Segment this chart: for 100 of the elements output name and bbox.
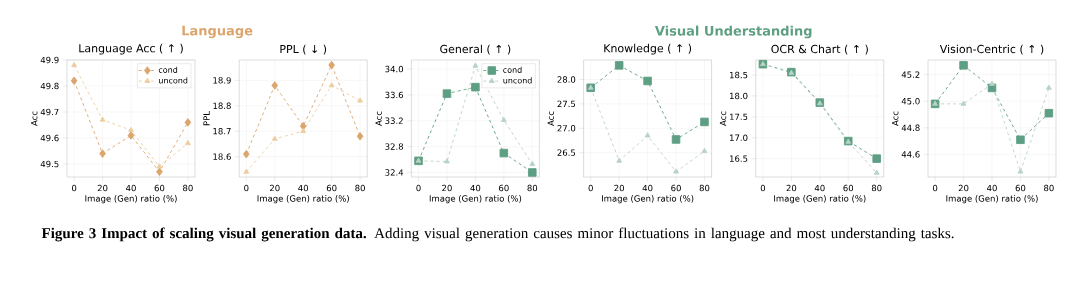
point [99,116,106,122]
point [243,149,250,159]
legend-label: cond [503,66,522,73]
point [471,82,480,92]
point [1044,108,1054,118]
point [499,148,509,158]
y-tick-label: 18.7 [213,128,231,135]
point [156,167,163,177]
chart-title: General ( ↑ ) [440,44,511,55]
point [71,61,77,68]
point [185,139,191,146]
y-tick-label: 18.8 [213,102,231,110]
x-tick-label: 20 [442,184,452,192]
x-tick-label: 0 [932,184,938,192]
chart-title: PPL ( ↓ ) [280,44,327,55]
text: Figure 3 Impact of scaling visual generation data. Adding visual generation causes minor fluctuations in language and most understanding tasks. [41,227,954,242]
y-tick-label: 18.0 [730,92,748,100]
x-tick-label: 80 [1044,184,1054,192]
point [614,61,624,70]
y-tick-label: 26.5 [557,149,576,156]
y-tick-label: 49.7 [40,108,59,116]
x-tick-label: 60 [671,184,681,192]
x-tick-label: 20 [97,184,108,192]
point [356,132,364,141]
y-tick-label: 34.0 [385,65,404,73]
x-tick-label: 20 [614,184,624,192]
point [299,121,307,131]
y-tick-label: 32.8 [385,143,404,150]
point [872,154,881,163]
point [1046,84,1052,90]
point [500,116,507,122]
point [184,118,192,127]
text: Language [182,25,253,39]
point [528,168,537,177]
chart-title: OCR & Chart ( ↑ ) [771,44,868,55]
point [300,127,307,134]
point [643,76,652,86]
y-tick-label: 44.6 [901,151,920,158]
x-tick-label: 60 [499,184,509,192]
point [127,131,135,140]
x-tick-label: 60 [154,184,165,192]
point [243,168,250,174]
point [1017,168,1024,174]
x-axis-title: Image (Gen) ratio (%) [774,195,866,204]
x-tick-label: 40 [298,184,309,192]
x-tick-label: 40 [987,184,997,192]
point [671,135,681,144]
point [271,81,279,90]
x-tick-label: 60 [843,184,854,192]
x-tick-label: 40 [642,184,653,192]
y-tick-label: 18.6 [213,153,231,160]
point [1016,135,1025,145]
y-tick-label: 49.9 [40,56,59,64]
y-tick-label: 17.0 [730,134,748,141]
x-tick-label: 0 [760,184,766,192]
point [442,89,452,98]
point [444,158,450,164]
x-tick-label: 40 [814,184,825,192]
y-axis-title: Acc [719,111,727,126]
x-tick-label: 0 [588,184,593,192]
x-tick-label: 0 [71,184,77,192]
point [529,160,536,166]
y-tick-label: 49.8 [40,82,59,90]
x-tick-label: 20 [958,184,969,192]
y-tick-label: 49.6 [40,134,59,142]
x-tick-label: 80 [871,184,882,192]
x-tick-label: 80 [183,184,193,192]
y-tick-label: 33.2 [385,117,403,124]
y-tick-label: 49.5 [40,160,59,168]
x-tick-label: 60 [326,184,337,192]
y-tick-label: 18.5 [730,71,748,79]
y-tick-label: 33.6 [385,91,404,99]
y-tick-label: 27.0 [557,125,576,132]
y-tick-label: 27.5 [557,100,576,108]
chart-title: Vision-Centric ( ↑ ) [939,44,1044,55]
y-tick-label: 32.4 [385,169,404,176]
y-tick-label: 16.5 [730,155,748,162]
y-axis-title: Acc [547,111,555,126]
point [644,132,651,138]
point [99,149,106,158]
point [328,60,335,70]
y-tick-label: 28.0 [557,76,576,83]
point [70,76,78,86]
point [673,168,679,174]
x-axis-title: Image (Gen) ratio (%) [85,195,177,204]
point [989,80,995,86]
text: Visual Understanding [654,25,812,39]
y-tick-label: 18.9 [213,77,231,84]
point [960,100,967,106]
y-tick-label: 45.2 [901,71,920,78]
x-tick-label: 60 [1015,184,1026,192]
x-axis-title: Image (Gen) ratio (%) [602,195,694,204]
x-axis-title: Image (Gen) ratio (%) [429,195,522,204]
legend-label: cond [158,66,178,73]
point [616,157,623,163]
x-axis-title: Image (Gen) ratio (%) [946,195,1038,204]
chart-title: Language Acc ( ↑ ) [79,43,183,55]
y-axis-title: PPL [203,111,210,126]
point [959,61,968,70]
point [472,62,479,68]
